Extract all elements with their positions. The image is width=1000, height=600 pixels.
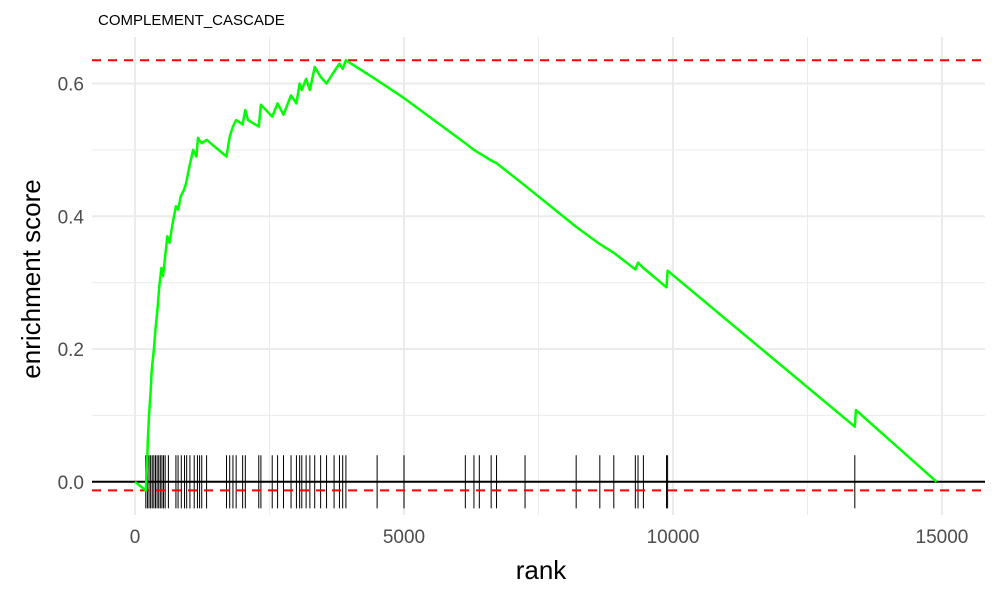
x-tick-label: 5000: [383, 527, 425, 548]
y-axis-title: enrichment score: [16, 179, 46, 378]
enrichment-curve-layer: [134, 58, 938, 492]
x-tick-label: 0: [130, 527, 141, 548]
grid-lines: [92, 37, 985, 515]
y-tick-label: 0.4: [58, 207, 85, 228]
x-axis-title: rank: [516, 555, 568, 585]
enrichment-score-curve: [134, 58, 938, 492]
reference-lines: [92, 59, 985, 492]
y-tick-label: 0.0: [58, 473, 84, 494]
tick-labels: 0 5000 10000 15000 0.0 0.2 0.4 0.6: [58, 74, 969, 548]
x-tick-label: 10000: [647, 527, 700, 548]
x-tick-label: 15000: [916, 527, 969, 548]
chart-title: COMPLEMENT_CASCADE: [98, 12, 285, 29]
y-tick-label: 0.6: [58, 74, 84, 95]
y-tick-label: 0.2: [58, 340, 84, 361]
